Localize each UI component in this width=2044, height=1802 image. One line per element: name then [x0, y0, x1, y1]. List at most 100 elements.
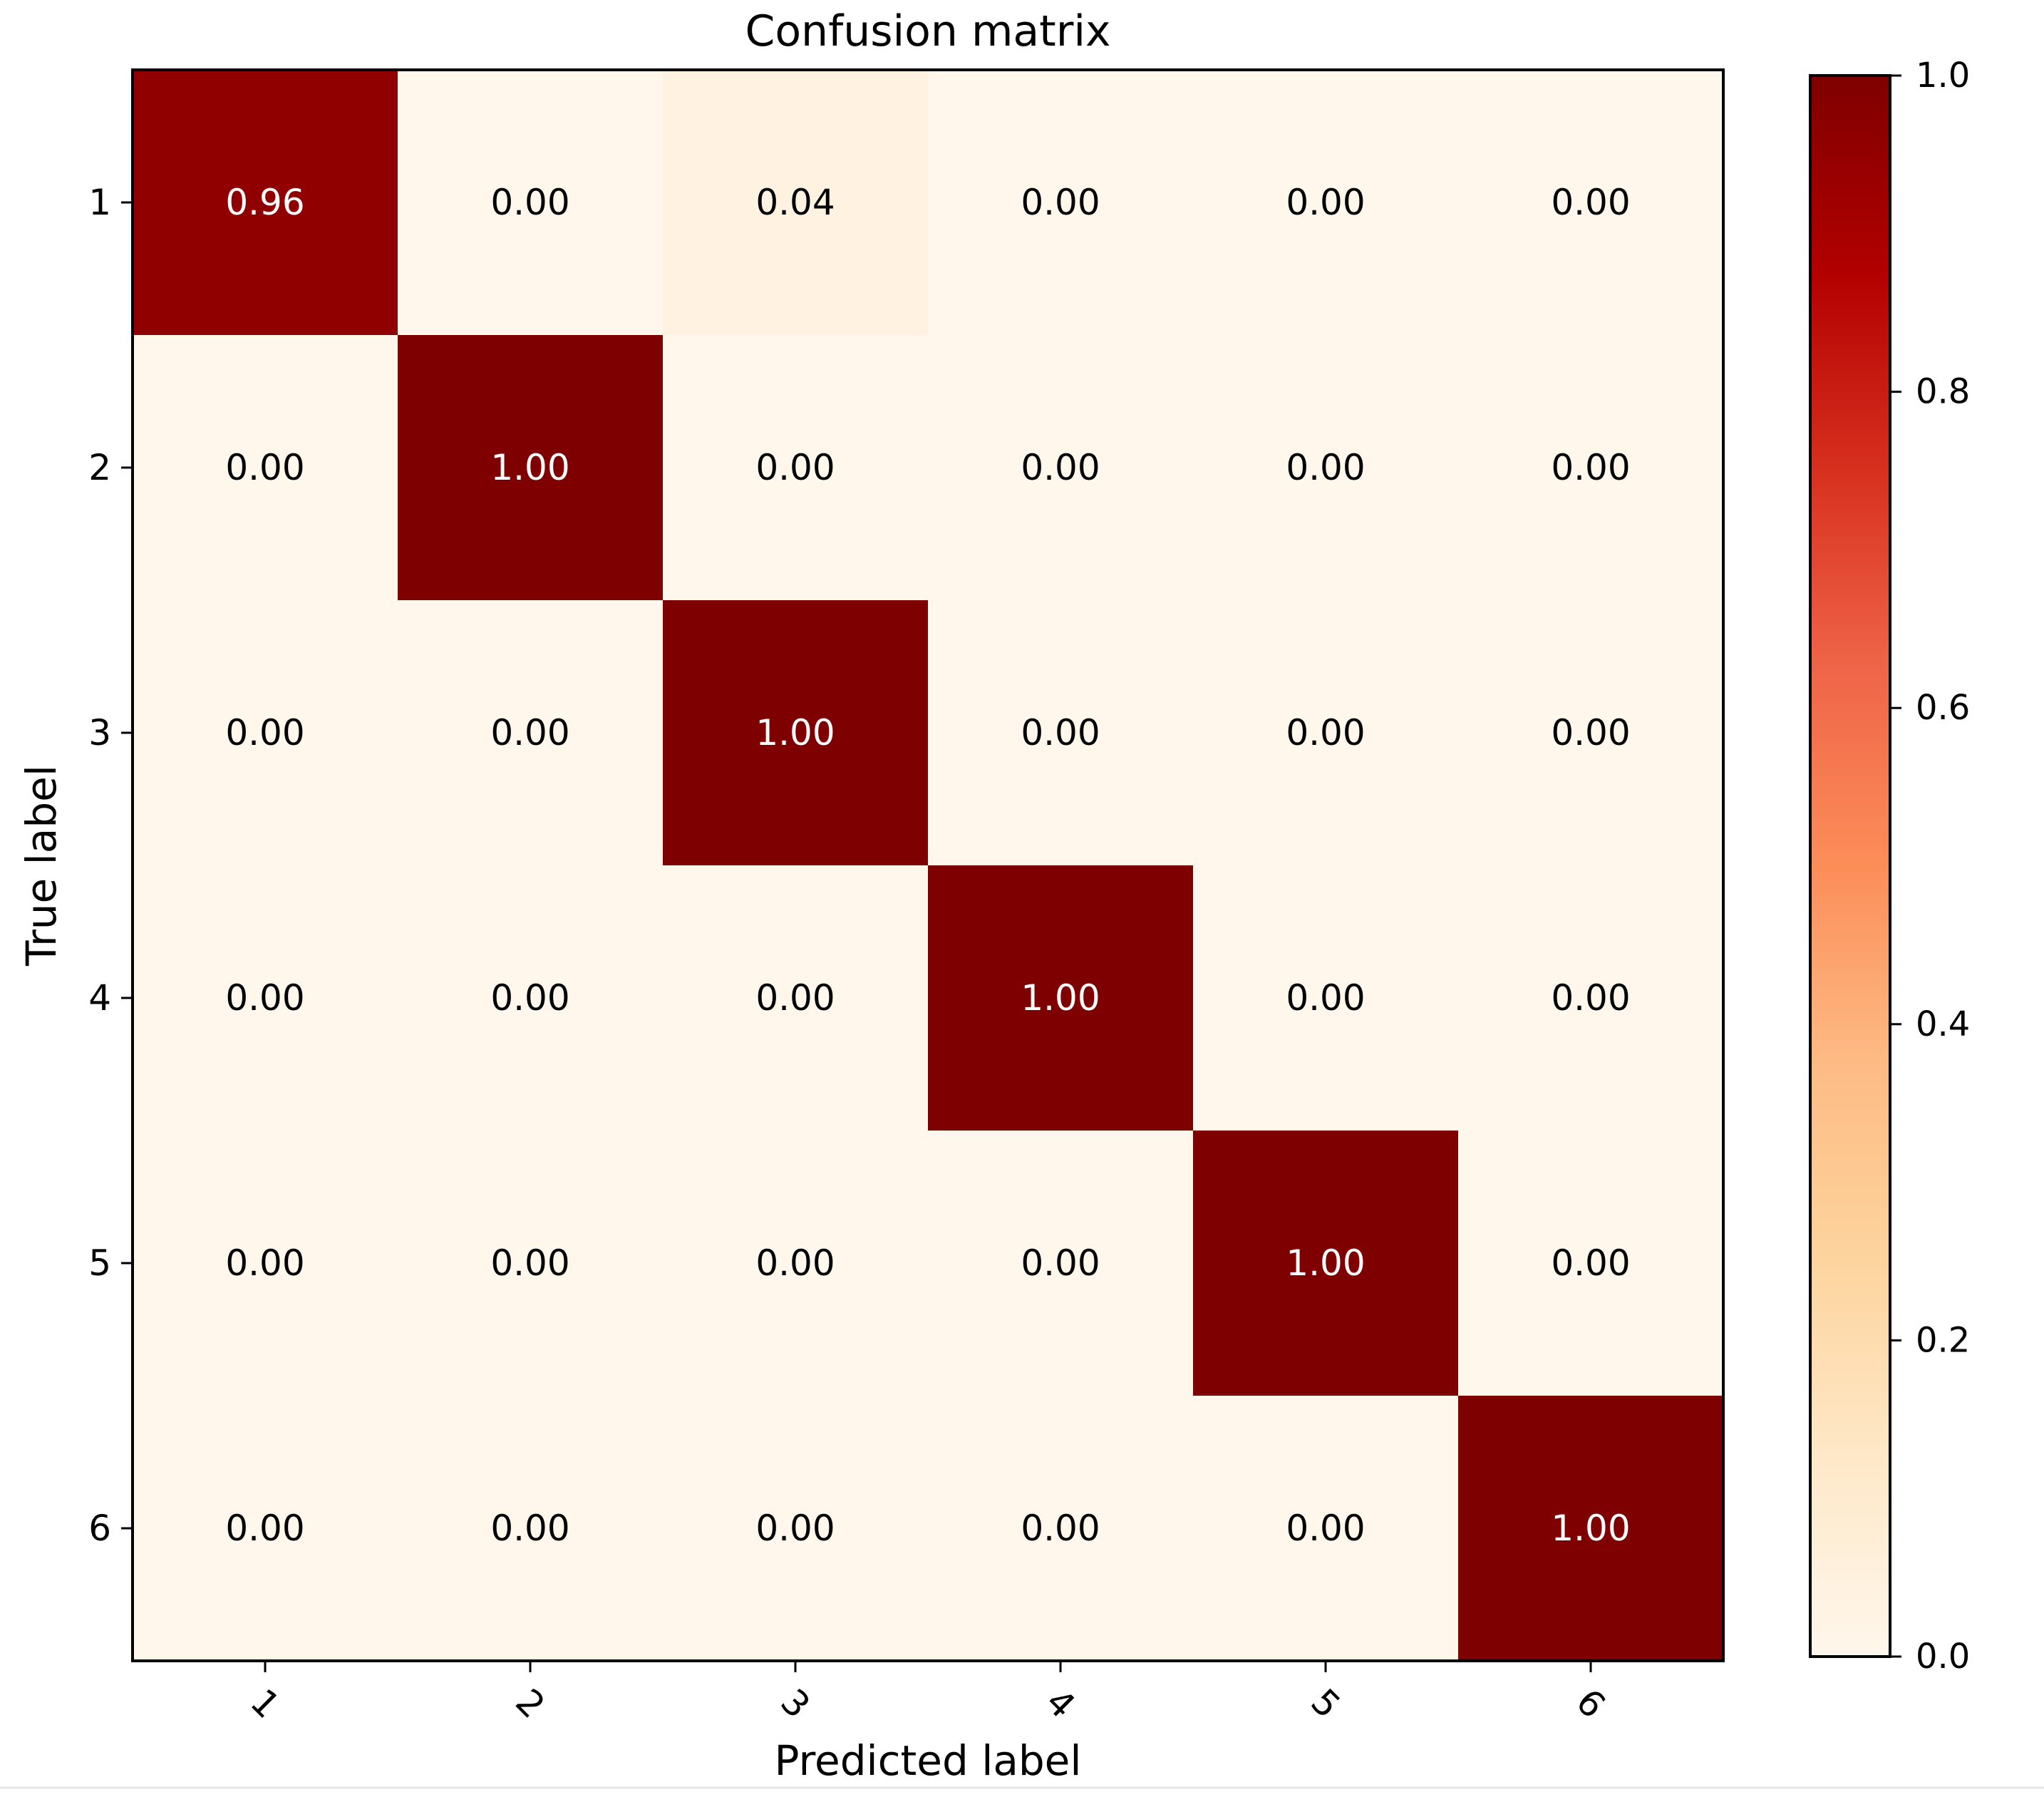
cell-value-5-5: 1.00 — [1286, 1242, 1365, 1284]
heatmap-cell-4-4 — [928, 865, 1194, 1131]
cell-value-1-6: 0.00 — [1551, 182, 1630, 223]
cell-value-6-1: 0.00 — [225, 1508, 304, 1549]
cell-value-4-2: 0.00 — [490, 977, 569, 1019]
cell-value-4-1: 0.00 — [225, 977, 304, 1019]
y-tick-label-1: 1 — [88, 182, 111, 223]
cell-value-2-2: 1.00 — [490, 447, 569, 488]
colorbar — [1810, 76, 1890, 1657]
y-tick-label-3: 3 — [88, 712, 111, 753]
colorbar-tick-label-2: 0.4 — [1916, 1004, 1970, 1044]
cell-value-5-6: 0.00 — [1551, 1242, 1630, 1284]
heatmap-cell-3-5 — [1193, 600, 1459, 866]
x-axis-ticks: 1 2 3 4 5 6 — [242, 1661, 1614, 1726]
heatmap-cell-4-5 — [1193, 865, 1459, 1131]
y-tick-label-6: 6 — [88, 1508, 111, 1549]
cell-value-6-6: 1.00 — [1551, 1508, 1630, 1549]
colorbar-ticks: 0.0 0.2 0.4 0.6 0.8 1.0 — [1890, 56, 1970, 1677]
y-axis-label: True label — [17, 765, 66, 967]
colorbar-tick-label-5: 1.0 — [1916, 56, 1970, 96]
heatmap-cell-5-4 — [928, 1131, 1194, 1396]
cell-value-1-4: 0.00 — [1021, 182, 1100, 223]
heatmap-cell-1-3 — [663, 70, 929, 336]
heatmap-cell-2-5 — [1193, 335, 1459, 601]
cell-value-2-3: 0.00 — [755, 447, 835, 488]
colorbar-tick-label-0: 0.0 — [1916, 1637, 1970, 1677]
cell-value-6-3: 0.00 — [755, 1508, 835, 1549]
cell-value-5-2: 0.00 — [490, 1242, 569, 1284]
cell-value-5-3: 0.00 — [755, 1242, 835, 1284]
heatmap-cell-5-6 — [1458, 1131, 1724, 1396]
cell-value-6-4: 0.00 — [1021, 1508, 1100, 1549]
plot-frame — [131, 68, 1725, 1662]
heatmap-cell-2-3 — [663, 335, 929, 601]
cell-value-3-2: 0.00 — [490, 712, 569, 753]
heatmap-cell-6-2 — [398, 1396, 664, 1662]
cell-value-2-4: 0.00 — [1021, 447, 1100, 488]
heatmap-cell-1-6 — [1458, 70, 1724, 336]
colorbar-tick-label-3: 0.6 — [1916, 688, 1970, 728]
cell-value-2-1: 0.00 — [225, 447, 304, 488]
x-tick-label-5: 5 — [1303, 1681, 1348, 1726]
cell-value-3-4: 0.00 — [1021, 712, 1100, 753]
cell-value-3-5: 0.00 — [1286, 712, 1365, 753]
heatmap-cell-6-4 — [928, 1396, 1194, 1662]
cell-value-1-3: 0.04 — [755, 182, 835, 223]
heatmap-cell-2-6 — [1458, 335, 1724, 601]
heatmap-cell-4-2 — [398, 865, 664, 1131]
cell-value-1-1: 0.96 — [225, 182, 304, 223]
x-axis-label: Predicted label — [775, 1736, 1082, 1785]
cell-value-4-6: 0.00 — [1551, 977, 1630, 1019]
cell-value-4-5: 0.00 — [1286, 977, 1365, 1019]
heatmap-cell-5-5 — [1193, 1131, 1459, 1396]
heatmap-cell-2-4 — [928, 335, 1194, 601]
heatmap-cell-3-1 — [133, 600, 398, 866]
cell-value-6-2: 0.00 — [490, 1508, 569, 1549]
colorbar-tick-label-4: 0.8 — [1916, 372, 1970, 412]
cell-value-4-3: 0.00 — [755, 977, 835, 1019]
cell-value-1-2: 0.00 — [490, 182, 569, 223]
heatmap-cell-6-6 — [1458, 1396, 1724, 1662]
x-tick-label-3: 3 — [773, 1681, 818, 1726]
y-axis-ticks: 1 2 3 4 5 6 — [88, 182, 133, 1549]
heatmap-cell-3-2 — [398, 600, 664, 866]
cell-value-6-5: 0.00 — [1286, 1508, 1365, 1549]
heatmap-cell-3-3 — [663, 600, 929, 866]
colorbar-tick-label-1: 0.2 — [1916, 1320, 1970, 1360]
heatmap-cell-5-3 — [663, 1131, 929, 1396]
heatmap-cell-5-1 — [133, 1131, 398, 1396]
heatmap-cell-6-5 — [1193, 1396, 1459, 1662]
chart-title: Confusion matrix — [745, 6, 1110, 56]
x-tick-label-6: 6 — [1568, 1681, 1614, 1726]
x-tick-label-2: 2 — [507, 1681, 553, 1726]
cell-value-3-3: 1.00 — [755, 712, 835, 753]
heatmap-cell-1-1 — [133, 70, 398, 336]
heatmap-cell-2-1 — [133, 335, 398, 601]
cell-value-3-1: 0.00 — [225, 712, 304, 753]
heatmap-cell-2-2 — [398, 335, 664, 601]
heatmap-cell-4-6 — [1458, 865, 1724, 1131]
heatmap-cell-3-4 — [928, 600, 1194, 866]
heatmap-cell-3-6 — [1458, 600, 1724, 866]
heatmap-cells — [133, 70, 1724, 1662]
cell-value-5-4: 0.00 — [1021, 1242, 1100, 1284]
cell-value-5-1: 0.00 — [225, 1242, 304, 1284]
cell-value-2-6: 0.00 — [1551, 447, 1630, 488]
heatmap-cell-6-1 — [133, 1396, 398, 1662]
heatmap-cell-1-5 — [1193, 70, 1459, 336]
y-tick-label-4: 4 — [88, 977, 111, 1019]
heatmap-cell-6-3 — [663, 1396, 929, 1662]
x-tick-label-1: 1 — [242, 1681, 288, 1726]
cell-value-1-5: 0.00 — [1286, 182, 1365, 223]
heatmap-cell-5-2 — [398, 1131, 664, 1396]
cell-value-2-5: 0.00 — [1286, 447, 1365, 488]
colorbar-frame — [1809, 74, 1891, 1658]
heatmap-cell-4-1 — [133, 865, 398, 1131]
heatmap-cell-1-4 — [928, 70, 1194, 336]
heatmap-cell-labels: 0.96 0.00 0.04 0.00 0.00 0.00 0.00 1.00 0.00 0.00… — [225, 182, 1630, 1549]
x-tick-label-4: 4 — [1038, 1681, 1083, 1726]
y-tick-label-5: 5 — [88, 1242, 111, 1284]
heatmap-cell-1-2 — [398, 70, 664, 336]
y-tick-label-2: 2 — [88, 447, 111, 488]
cell-value-4-4: 1.00 — [1021, 977, 1100, 1019]
